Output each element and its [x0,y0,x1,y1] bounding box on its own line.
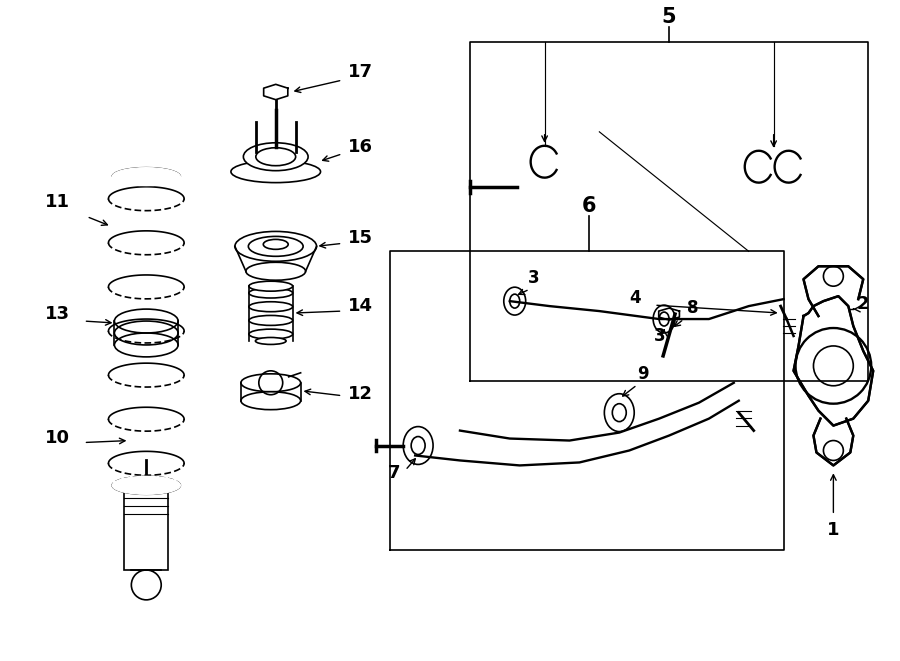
Bar [124,490,168,570]
Ellipse shape [235,231,317,261]
Polygon shape [814,418,853,465]
Text: 1: 1 [827,521,840,539]
Text: 3: 3 [654,327,666,345]
Circle shape [796,328,871,404]
Text: 7: 7 [388,465,400,483]
Text: 8: 8 [687,299,698,317]
Ellipse shape [403,426,433,465]
Text: 5: 5 [662,7,677,27]
Text: 2: 2 [856,295,868,313]
Ellipse shape [264,239,288,249]
Text: 13: 13 [45,305,69,323]
Polygon shape [794,296,873,426]
Ellipse shape [248,281,292,291]
Ellipse shape [231,161,320,182]
Text: 12: 12 [348,385,374,403]
Text: 15: 15 [348,229,374,247]
Polygon shape [804,266,863,316]
Ellipse shape [112,477,180,494]
Ellipse shape [653,305,675,333]
Text: 3: 3 [527,269,539,287]
Ellipse shape [243,143,308,171]
Ellipse shape [256,338,286,344]
Text: 10: 10 [45,428,69,447]
Ellipse shape [604,394,634,432]
Text: 9: 9 [637,365,649,383]
Text: 11: 11 [45,192,69,210]
Ellipse shape [504,287,526,315]
Ellipse shape [112,168,180,186]
Text: 16: 16 [348,137,374,156]
Text: 4: 4 [629,289,641,307]
Text: 17: 17 [348,63,374,81]
Text: 14: 14 [348,297,374,315]
Ellipse shape [241,392,301,410]
Text: 6: 6 [582,196,597,217]
Ellipse shape [246,262,306,280]
